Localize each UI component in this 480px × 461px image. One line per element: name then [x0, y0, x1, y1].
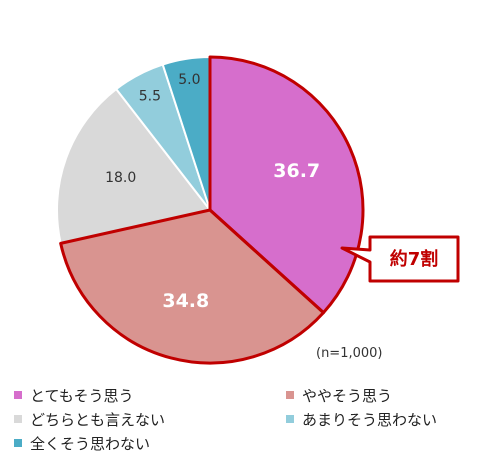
- legend-swatch: [14, 415, 22, 423]
- slice-value-label: 5.0: [178, 72, 200, 88]
- slice-value-label: 5.5: [139, 88, 161, 104]
- legend-item-amari: あまりそう思わない: [286, 410, 437, 430]
- legend-label: どちらとも言えない: [30, 411, 166, 429]
- legend-label: ややそう思う: [302, 387, 393, 405]
- legend-swatch: [286, 415, 294, 423]
- legend-item-yaya: ややそう思う: [286, 386, 392, 406]
- legend-swatch: [286, 391, 294, 399]
- callout-text: 約7割: [390, 248, 439, 270]
- highlight-outline: [59, 208, 325, 365]
- callout-box: [340, 235, 460, 283]
- legend-label: とてもそう思う: [30, 387, 134, 405]
- legend-label: 全くそう思わない: [30, 435, 151, 453]
- legend-swatch: [14, 439, 22, 447]
- legend: とてもそう思う ややそう思う どちらとも言えない あまりそう思わない 全くそう思…: [0, 380, 480, 461]
- legend-label: あまりそう思わない: [302, 411, 438, 429]
- legend-swatch: [14, 391, 22, 399]
- slice-value-label: 18.0: [105, 170, 136, 186]
- sample-size-note: (n=1,000): [316, 346, 383, 361]
- legend-item-dochiratomo: どちらとも言えない: [14, 410, 165, 430]
- pie-slice: [56, 87, 212, 245]
- legend-item-totemo: とてもそう思う: [14, 386, 134, 406]
- highlight-outline: [208, 55, 365, 315]
- legend-item-mattaku: 全くそう思わない: [14, 434, 150, 454]
- slice-value-label: 34.8: [162, 290, 209, 312]
- pie-chart: 36.7 34.8 18.0 5.5 5.0 約7割: [56, 55, 460, 365]
- slice-value-label: 36.7: [273, 160, 320, 182]
